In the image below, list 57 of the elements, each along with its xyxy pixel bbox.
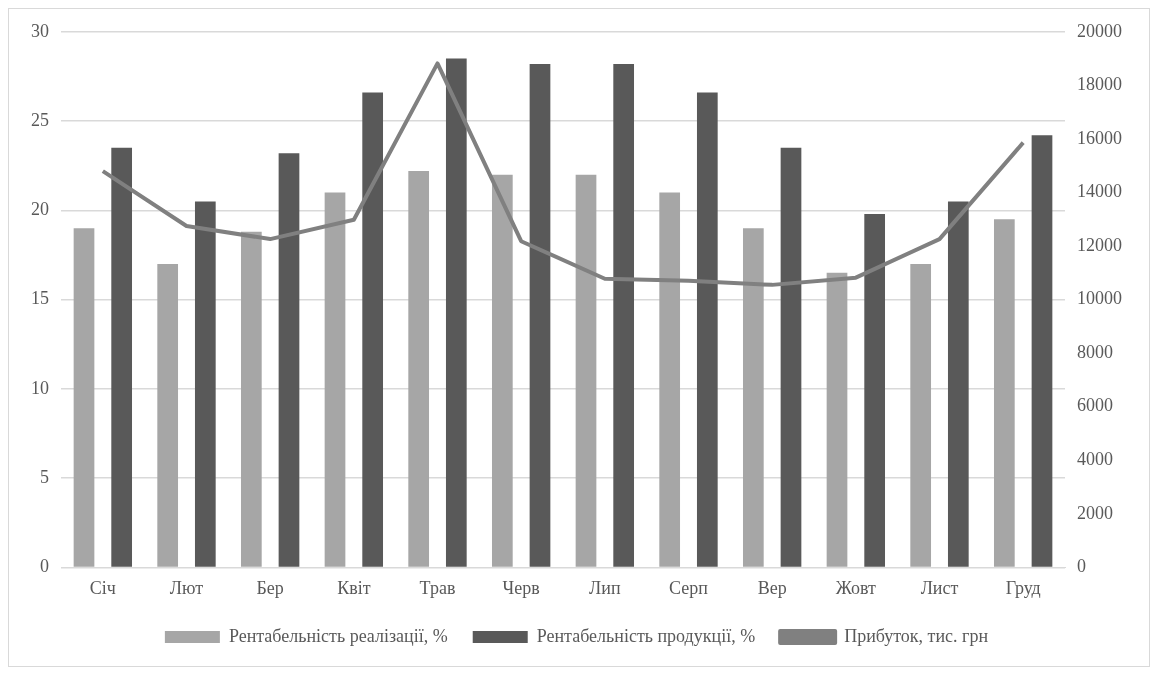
y2-tick-label: 8000 <box>1077 341 1113 362</box>
bar <box>613 63 635 567</box>
y-tick-label: 15 <box>31 288 49 309</box>
y2-tick-label: 16000 <box>1077 127 1122 148</box>
x-tick-label: Лип <box>589 577 621 598</box>
x-tick-label: Груд <box>1005 577 1041 598</box>
bar <box>157 263 179 567</box>
bar <box>659 192 681 567</box>
y2-tick-label: 6000 <box>1077 395 1113 416</box>
y-tick-label: 20 <box>31 199 49 220</box>
bar <box>324 192 346 567</box>
bar <box>529 63 551 567</box>
legend-label: Рентабельність реалізації, % <box>228 625 448 646</box>
bar <box>864 213 886 567</box>
bar <box>993 219 1015 567</box>
bar <box>408 171 430 567</box>
y2-tick-label: 20000 <box>1077 20 1122 41</box>
x-tick-label: Лют <box>169 577 204 598</box>
y2-tick-label: 18000 <box>1077 74 1122 95</box>
bar <box>910 263 932 567</box>
x-tick-label: Черв <box>502 577 540 598</box>
x-tick-label: Серп <box>669 577 709 598</box>
bar <box>445 58 467 567</box>
y2-tick-label: 12000 <box>1077 234 1122 255</box>
y-tick-label: 25 <box>31 109 49 130</box>
bar <box>826 272 848 567</box>
bar <box>947 201 969 567</box>
bar <box>780 147 802 567</box>
y-tick-label: 5 <box>40 466 49 487</box>
bar <box>240 231 262 567</box>
y2-tick-label: 14000 <box>1077 181 1122 202</box>
legend-label: Прибуток, тис. грн <box>844 625 989 646</box>
bar <box>73 228 95 567</box>
x-tick-label: Трав <box>419 577 456 598</box>
bar <box>742 228 764 567</box>
y2-tick-label: 4000 <box>1077 449 1113 470</box>
bar <box>575 174 597 567</box>
bar <box>1031 135 1053 567</box>
x-tick-label: Квіт <box>337 577 371 598</box>
x-tick-label: Жовт <box>835 577 877 598</box>
x-tick-label: Січ <box>89 577 116 598</box>
bar <box>362 92 384 567</box>
y2-tick-label: 2000 <box>1077 502 1113 523</box>
y-tick-label: 0 <box>40 556 49 577</box>
legend-label: Рентабельність продукції, % <box>536 625 756 646</box>
x-tick-label: Вер <box>757 577 787 598</box>
bar <box>491 174 513 567</box>
y2-tick-label: 0 <box>1077 556 1086 577</box>
bar <box>278 153 300 567</box>
y2-tick-label: 10000 <box>1077 288 1122 309</box>
x-tick-label: Бер <box>256 577 284 598</box>
y-tick-label: 30 <box>31 20 49 41</box>
bar <box>194 201 216 567</box>
bar <box>111 147 133 567</box>
y-tick-label: 10 <box>31 377 49 398</box>
bar <box>696 92 718 567</box>
x-tick-label: Лист <box>920 577 959 598</box>
